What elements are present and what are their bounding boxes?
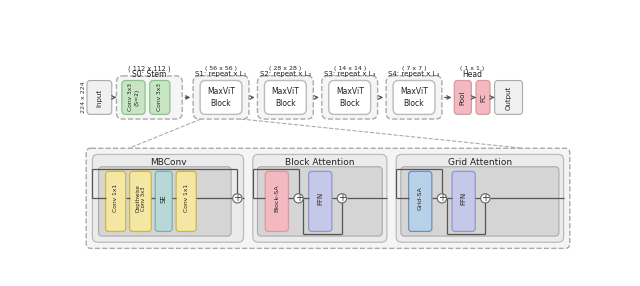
Text: ( 56 x 56 ): ( 56 x 56 ) xyxy=(205,66,237,72)
Text: Grid-SA: Grid-SA xyxy=(418,186,423,210)
Text: Head: Head xyxy=(462,70,482,79)
Text: FFN: FFN xyxy=(461,192,467,205)
FancyBboxPatch shape xyxy=(176,171,196,231)
Text: MBConv: MBConv xyxy=(150,158,186,167)
Text: S3: repeat x L₃: S3: repeat x L₃ xyxy=(324,72,376,77)
Circle shape xyxy=(337,194,347,203)
Text: FC: FC xyxy=(480,93,486,102)
Text: Block-SA: Block-SA xyxy=(275,184,279,212)
Text: MaxViT
Block: MaxViT Block xyxy=(400,87,428,108)
Text: ( 14 x 14 ): ( 14 x 14 ) xyxy=(333,66,366,72)
FancyBboxPatch shape xyxy=(92,154,244,242)
FancyBboxPatch shape xyxy=(393,81,435,114)
Text: ( 1 x 1 ): ( 1 x 1 ) xyxy=(460,66,484,72)
Text: Conv 1x1: Conv 1x1 xyxy=(184,184,189,212)
FancyBboxPatch shape xyxy=(322,76,378,119)
FancyBboxPatch shape xyxy=(122,81,145,114)
FancyBboxPatch shape xyxy=(129,171,151,231)
FancyBboxPatch shape xyxy=(257,167,382,236)
Text: SE: SE xyxy=(161,194,166,203)
Text: S4: repeat x L₄: S4: repeat x L₄ xyxy=(388,72,440,77)
FancyBboxPatch shape xyxy=(476,81,490,114)
Text: Conv 3x3
(S=2): Conv 3x3 (S=2) xyxy=(128,84,139,112)
FancyBboxPatch shape xyxy=(257,76,313,119)
FancyBboxPatch shape xyxy=(454,81,472,114)
FancyBboxPatch shape xyxy=(401,167,559,236)
Text: S1: repeat x L₁: S1: repeat x L₁ xyxy=(195,72,247,77)
Text: FFN: FFN xyxy=(317,192,323,205)
Text: Output: Output xyxy=(506,85,511,110)
Text: Conv 1x1: Conv 1x1 xyxy=(113,184,118,212)
FancyBboxPatch shape xyxy=(86,148,570,248)
FancyBboxPatch shape xyxy=(87,81,112,114)
Text: +: + xyxy=(481,193,490,203)
Text: ( 112 x 112 ): ( 112 x 112 ) xyxy=(128,66,171,72)
FancyBboxPatch shape xyxy=(495,81,522,114)
FancyBboxPatch shape xyxy=(200,81,242,114)
Circle shape xyxy=(233,194,242,203)
Text: Conv 3x3: Conv 3x3 xyxy=(157,84,163,112)
Text: +: + xyxy=(438,193,446,203)
Text: MaxViT
Block: MaxViT Block xyxy=(336,87,364,108)
Text: Pool: Pool xyxy=(460,90,466,105)
FancyBboxPatch shape xyxy=(155,171,172,231)
FancyBboxPatch shape xyxy=(116,76,182,119)
Text: Block Attention: Block Attention xyxy=(285,158,355,167)
Text: S2: repeat x L₂: S2: repeat x L₂ xyxy=(260,72,311,77)
Text: Depthwise
Conv 3x3: Depthwise Conv 3x3 xyxy=(135,184,146,212)
Text: +: + xyxy=(294,193,303,203)
Text: ( 7 x 7 ): ( 7 x 7 ) xyxy=(402,66,426,72)
FancyBboxPatch shape xyxy=(106,171,125,231)
FancyBboxPatch shape xyxy=(99,167,231,236)
FancyBboxPatch shape xyxy=(265,171,289,231)
FancyBboxPatch shape xyxy=(452,171,476,231)
FancyBboxPatch shape xyxy=(396,154,564,242)
FancyBboxPatch shape xyxy=(150,81,170,114)
Circle shape xyxy=(481,194,490,203)
FancyBboxPatch shape xyxy=(193,76,249,119)
Text: +: + xyxy=(234,193,241,203)
Text: Grid Attention: Grid Attention xyxy=(448,158,512,167)
FancyBboxPatch shape xyxy=(253,154,387,242)
FancyBboxPatch shape xyxy=(264,81,307,114)
Text: ( 28 x 28 ): ( 28 x 28 ) xyxy=(269,66,301,72)
FancyBboxPatch shape xyxy=(308,171,332,231)
FancyBboxPatch shape xyxy=(408,171,432,231)
Text: S0: Stem: S0: Stem xyxy=(132,70,166,79)
Text: MaxViT
Block: MaxViT Block xyxy=(271,87,300,108)
Text: 224 x 224: 224 x 224 xyxy=(81,82,86,113)
FancyBboxPatch shape xyxy=(386,76,442,119)
Text: Input: Input xyxy=(97,88,102,106)
Text: MaxViT
Block: MaxViT Block xyxy=(207,87,235,108)
Text: +: + xyxy=(338,193,346,203)
FancyBboxPatch shape xyxy=(329,81,371,114)
Circle shape xyxy=(437,194,447,203)
Circle shape xyxy=(294,194,303,203)
